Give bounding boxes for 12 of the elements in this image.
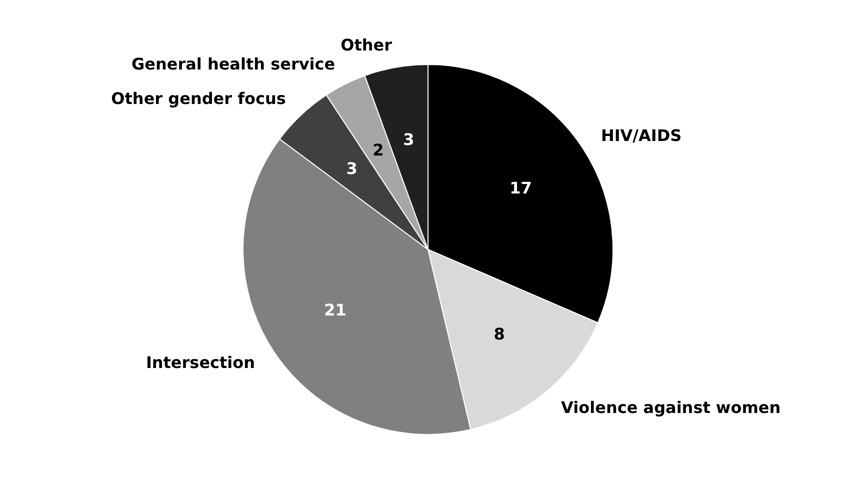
- data-label: 21: [324, 300, 346, 320]
- data-label: 17: [510, 178, 532, 198]
- slice-label: Intersection: [146, 353, 256, 372]
- data-label: 8: [494, 324, 505, 344]
- slice-label: HIV/AIDS: [600, 126, 682, 145]
- slice-label: Violence against women: [561, 398, 781, 418]
- slice-label: Other gender focus: [111, 88, 286, 108]
- slice-label: Other: [340, 36, 392, 55]
- data-label: 3: [403, 130, 414, 150]
- slice-label: General health service: [131, 54, 336, 74]
- data-label: 2: [372, 140, 384, 160]
- data-label: 3: [346, 158, 358, 178]
